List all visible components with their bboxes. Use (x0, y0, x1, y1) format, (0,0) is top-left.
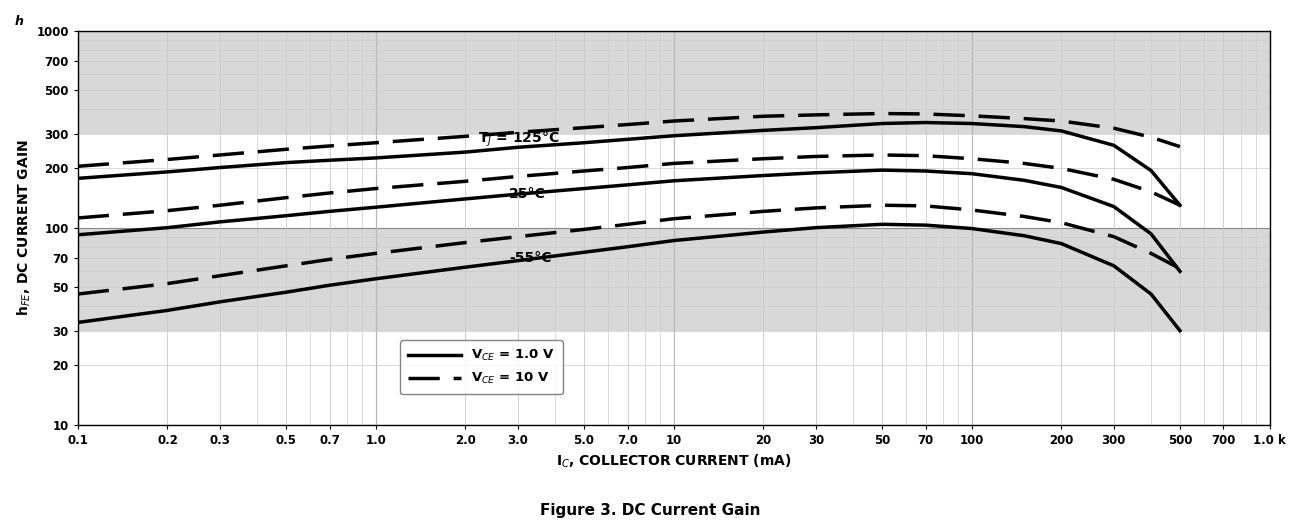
Y-axis label: h$_{FE}$, DC CURRENT GAIN: h$_{FE}$, DC CURRENT GAIN (16, 139, 34, 316)
Bar (78, 228, 1270, 331)
Bar (78, 31, 1270, 134)
Text: -55°C: -55°C (509, 251, 552, 265)
Text: Figure 3. DC Current Gain: Figure 3. DC Current Gain (540, 503, 761, 518)
Text: 25°C: 25°C (509, 187, 545, 201)
Text: T$_J$ = 125°C: T$_J$ = 125°C (477, 130, 559, 150)
X-axis label: I$_C$, COLLECTOR CURRENT (mA): I$_C$, COLLECTOR CURRENT (mA) (556, 452, 791, 469)
Text: h: h (16, 15, 23, 28)
Legend: V$_{CE}$ = 1.0 V, V$_{CE}$ = 10 V: V$_{CE}$ = 1.0 V, V$_{CE}$ = 10 V (401, 340, 563, 394)
